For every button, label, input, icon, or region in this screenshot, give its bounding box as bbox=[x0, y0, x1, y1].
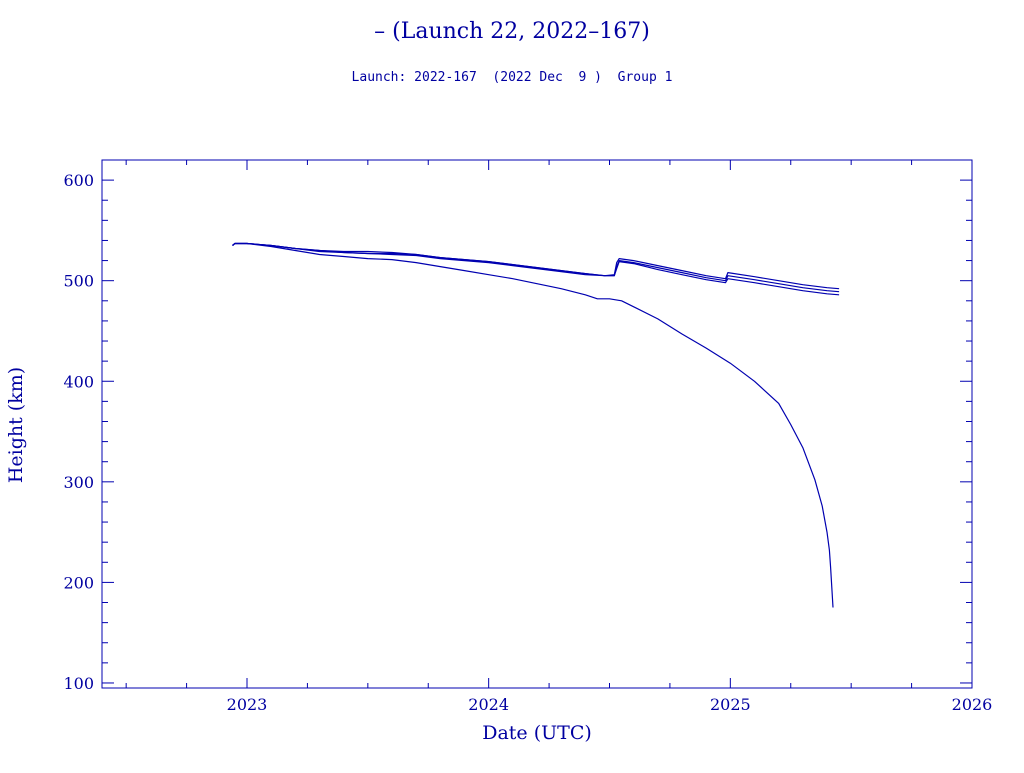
series-line-3 bbox=[232, 242, 840, 296]
chart-title: – (Launch 22, 2022–167) bbox=[374, 19, 650, 44]
y-tick-label: 600 bbox=[63, 171, 94, 190]
series-line-2 bbox=[232, 242, 840, 293]
x-tick-label: 2024 bbox=[468, 695, 509, 714]
series-line-4 bbox=[232, 242, 834, 608]
x-tick-label: 2025 bbox=[710, 695, 751, 714]
y-tick-label: 500 bbox=[63, 272, 94, 291]
y-axis-label: Height (km) bbox=[5, 367, 27, 483]
y-tick-label: 400 bbox=[63, 372, 94, 391]
chart-subtitle: Launch: 2022-167 (2022 Dec 9 ) Group 1 bbox=[352, 70, 673, 85]
axes: 2023 2024 2025 2026 100 200 300 400 500 600 bbox=[63, 159, 993, 714]
plot-frame bbox=[101, 159, 973, 689]
y-tick-label: 100 bbox=[63, 674, 94, 693]
x-tick-label: 2023 bbox=[227, 695, 268, 714]
x-axis-label: Date (UTC) bbox=[482, 722, 592, 744]
y-tick-label: 300 bbox=[63, 473, 94, 492]
series-lines bbox=[232, 242, 840, 608]
x-tick-label: 2026 bbox=[952, 695, 993, 714]
y-tick-label: 200 bbox=[63, 573, 94, 592]
